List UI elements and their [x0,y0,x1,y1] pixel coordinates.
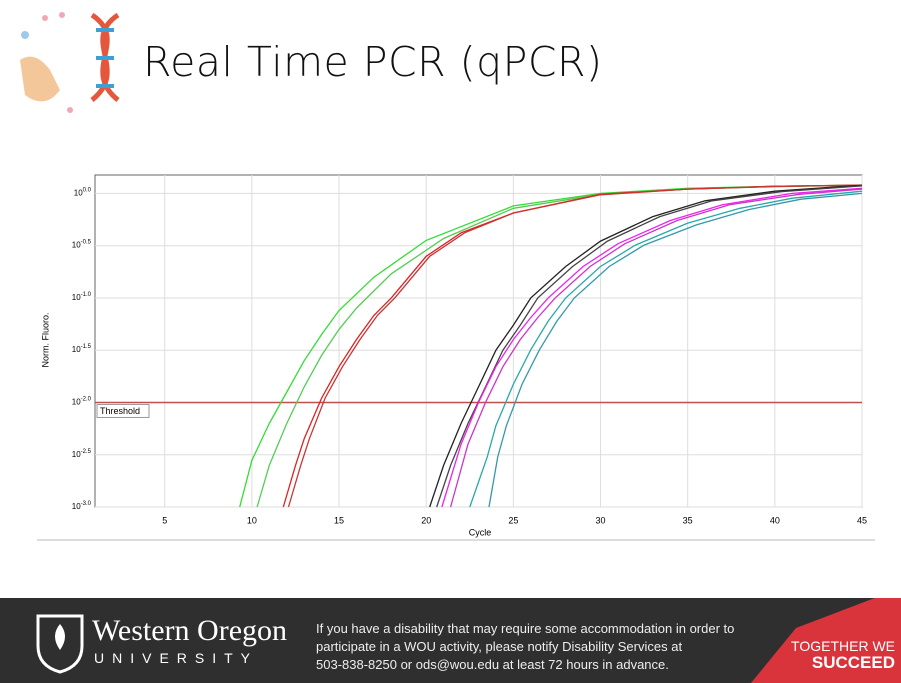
slogan-line: TOGETHER WE [791,638,895,654]
x-tick-label: 5 [162,515,167,525]
y-tick-label: 10-2.5 [72,448,92,459]
x-tick-label: 30 [596,515,606,525]
chart: Norm. Fluoro. Cycle 5 10 15 20 25 30 35 40 45 10-… [0,0,901,683]
university-name: Western Oregon [92,614,287,648]
notice-line: 503-838-8250 or ods@wou.edu at least 72 … [316,656,734,674]
slogan-line: SUCCEED [812,653,895,673]
x-axis-label: Cycle [469,527,492,537]
x-tick-label: 20 [421,515,431,525]
x-tick-label: 45 [857,515,867,525]
x-tick-label: 15 [334,515,344,525]
y-tick-label: 10-1.0 [72,292,92,303]
x-tick-label: 40 [770,515,780,525]
university-sub: UNIVERSITY [94,650,258,666]
plot-area [95,175,862,507]
logo [30,606,90,676]
threshold-label: Threshold [100,406,140,416]
footer: Western Oregon UNIVERSITY If you have a … [0,598,901,683]
notice-line: participate in a WOU activity, please no… [316,638,734,656]
slide: Real Time PCR (qPCR) Norm. Fluoro. Cycle… [0,0,901,683]
y-axis-label: Norm. Fluoro. [40,312,50,367]
y-tick-label: 100.0 [74,187,92,198]
x-tick-label: 25 [508,515,518,525]
x-tick-label: 10 [247,515,257,525]
x-tick-label: 35 [683,515,693,525]
y-tick-label: 10-2.0 [72,396,92,407]
notice-line: If you have a disability that may requir… [316,620,734,638]
y-tick-label: 10-0.5 [72,239,92,250]
y-tick-label: 10-3.0 [72,501,92,512]
y-tick-label: 10-1.5 [72,344,92,355]
notice: If you have a disability that may requir… [316,620,734,674]
slogan: TOGETHER WE SUCCEED [751,598,901,683]
